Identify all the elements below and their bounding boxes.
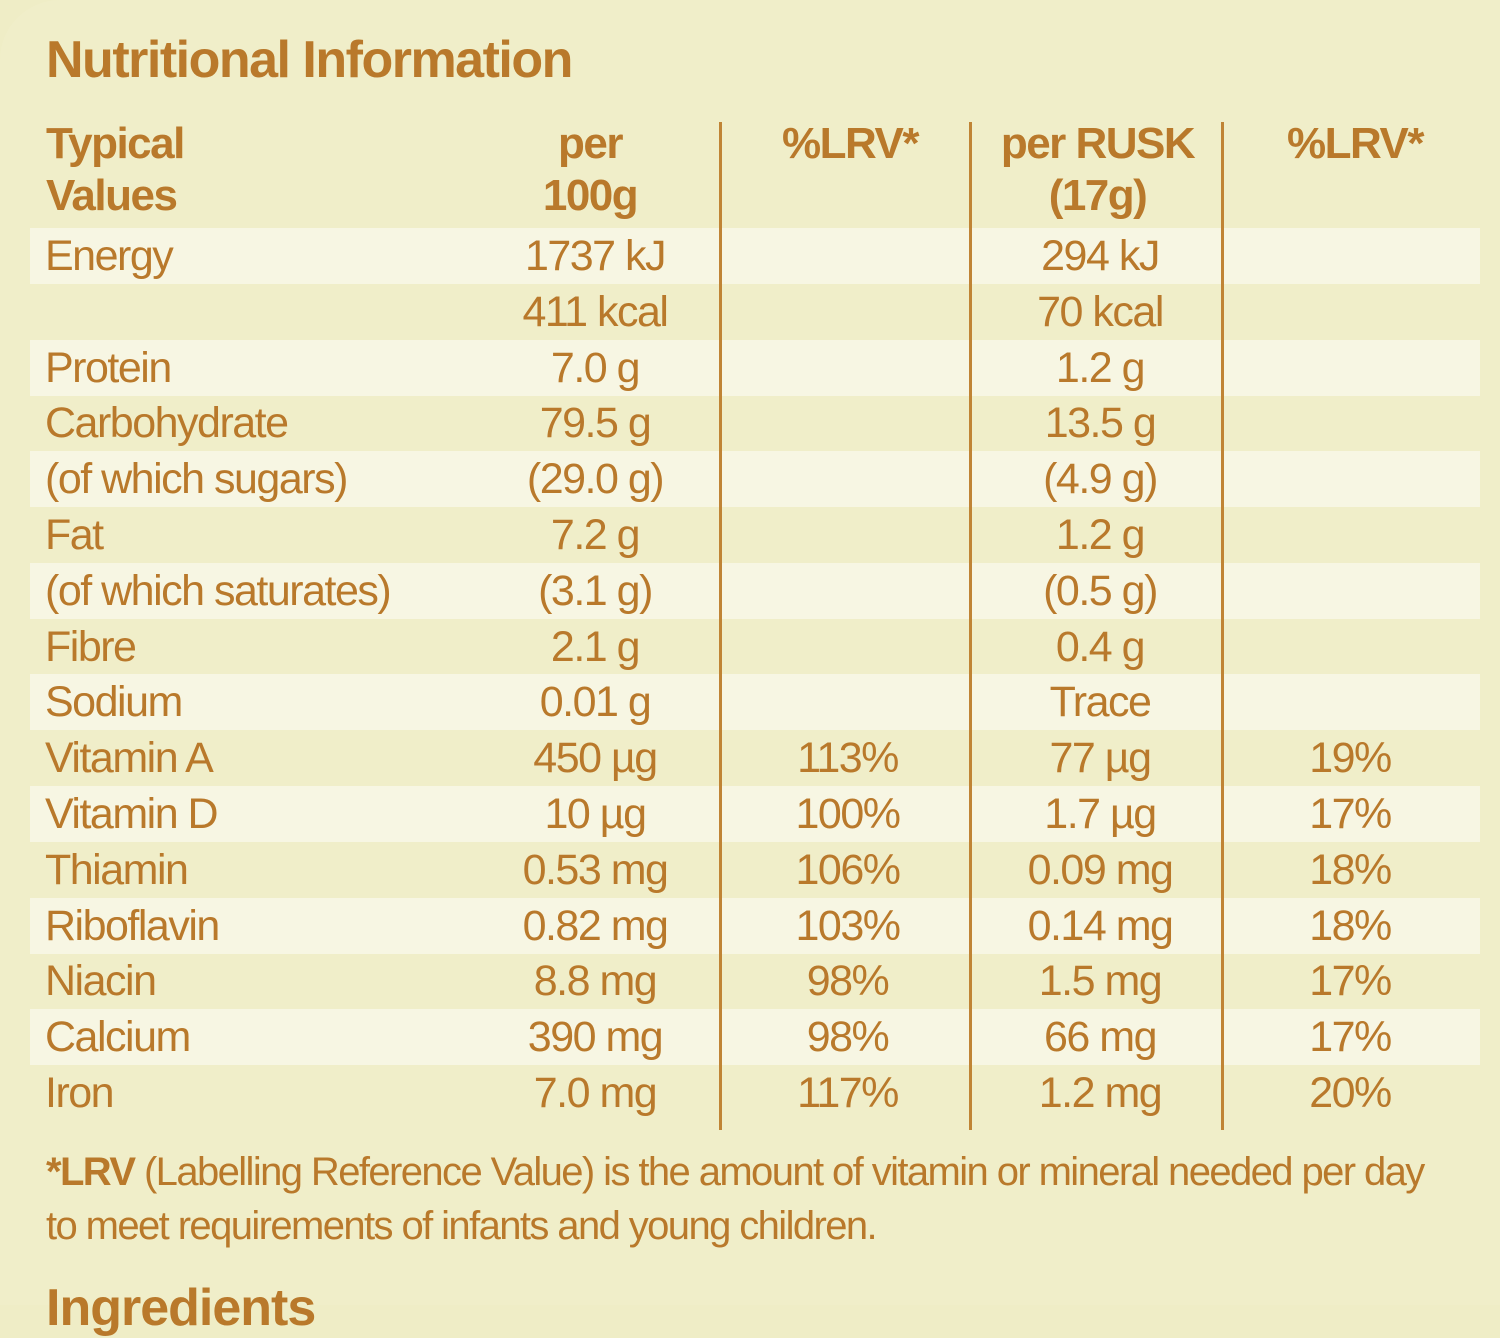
table-row: Energy 1737 kJ 294 kJ — [30, 228, 1480, 284]
table-row: Niacin 8.8 mg 98% 1.5 mg 17% — [30, 953, 1480, 1009]
nutrient-name: Calcium — [45, 1013, 191, 1062]
header-line: %LRV* — [1287, 119, 1424, 168]
table-row: (of which saturates) (3.1 g) (0.5 g) — [30, 562, 1480, 619]
lrv-rusk-value: 20% — [1309, 1069, 1392, 1117]
nutrient-name: Fibre — [45, 622, 137, 671]
nutrient-name: Riboflavin — [45, 901, 220, 950]
ingredients-heading: Ingredients — [46, 1279, 316, 1337]
lrv-100g-value: 98% — [806, 957, 890, 1006]
nutrient-name: Energy — [45, 232, 174, 280]
per-100g-value: 7.0 g — [550, 343, 641, 392]
label-title: Nutritional Information — [46, 31, 573, 89]
table-row: Riboflavin 0.82 mg 103% 0.14 mg 18% — [30, 897, 1480, 954]
nutrient-name: Niacin — [45, 957, 157, 1006]
per-rusk-value: 0.09 mg — [1027, 845, 1174, 894]
per-rusk-value: 13.5 g — [1044, 399, 1157, 448]
header-typical-values: Typical Values — [46, 118, 185, 222]
per-rusk-value: Trace — [1049, 678, 1152, 727]
per-100g-value: 450 µg — [533, 734, 658, 783]
per-rusk-value: 1.5 mg — [1038, 957, 1163, 1006]
per-rusk-value: 294 kJ — [1041, 232, 1160, 280]
per-rusk-value: 1.2 mg — [1038, 1069, 1163, 1117]
header-line: Values — [46, 171, 178, 220]
lrv-100g-value: 100% — [795, 790, 901, 838]
per-100g-value: 0.01 g — [539, 678, 652, 727]
column-divider — [1221, 122, 1224, 1130]
table-row: Thiamin 0.53 mg 106% 0.09 mg 18% — [30, 842, 1480, 898]
header-lrv-rusk: %LRV* — [1240, 118, 1470, 170]
per-100g-value: 390 mg — [527, 1013, 664, 1062]
lrv-100g-value: 103% — [795, 901, 901, 950]
per-100g-value: 0.82 mg — [522, 901, 669, 950]
table-row: Protein 7.0 g 1.2 g — [30, 339, 1480, 396]
nutrient-name: (of which saturates) — [45, 566, 392, 615]
footnote: *LRV (Labelling Reference Value) is the … — [46, 1145, 1426, 1253]
per-100g-value: 7.2 g — [550, 511, 641, 559]
lrv-rusk-value: 19% — [1309, 734, 1392, 783]
footnote-text: (Labelling Reference Value) is the amoun… — [46, 1150, 1425, 1248]
per-100g-value: 2.1 g — [550, 622, 641, 671]
per-rusk-value: 1.7 µg — [1044, 790, 1157, 838]
nutrient-name: Vitamin D — [45, 790, 219, 838]
header-line: %LRV* — [782, 119, 919, 168]
per-100g-value: 10 µg — [544, 790, 647, 838]
per-100g-value: 8.8 mg — [533, 957, 658, 1006]
lrv-rusk-value: 17% — [1309, 1013, 1392, 1062]
lrv-rusk-value: 18% — [1309, 901, 1392, 950]
table-row: Vitamin A 450 µg 113% 77 µg 19% — [30, 730, 1480, 786]
lrv-100g-value: 113% — [797, 734, 899, 783]
table-row: Fat 7.2 g 1.2 g — [30, 507, 1480, 563]
column-divider — [719, 122, 722, 1130]
header-per-rusk: per RUSK (17g) — [980, 118, 1215, 222]
per-100g-value: (3.1 g) — [538, 566, 653, 615]
table-row: Sodium 0.01 g Trace — [30, 674, 1480, 731]
column-divider — [969, 122, 972, 1130]
header-line: per — [558, 119, 623, 168]
table-row: Iron 7.0 mg 117% 1.2 mg 20% — [30, 1065, 1480, 1121]
per-100g-value: 1737 kJ — [524, 232, 667, 280]
lrv-100g-value: 117% — [797, 1069, 899, 1117]
table-row: Fibre 2.1 g 0.4 g — [30, 619, 1480, 675]
table-row: Carbohydrate 79.5 g 13.5 g — [30, 395, 1480, 451]
header-line: 100g — [542, 171, 639, 220]
per-rusk-value: 70 kcal — [1037, 287, 1164, 336]
lrv-100g-value: 106% — [795, 845, 901, 894]
nutrient-name: Carbohydrate — [45, 399, 289, 448]
lrv-rusk-value: 18% — [1309, 845, 1392, 894]
per-rusk-value: 0.14 mg — [1027, 901, 1174, 950]
lrv-rusk-value: 17% — [1309, 790, 1392, 838]
lrv-rusk-value: 17% — [1309, 957, 1392, 1006]
lrv-100g-value: 98% — [806, 1013, 890, 1062]
per-rusk-value: 77 µg — [1049, 734, 1152, 783]
per-rusk-value: (0.5 g) — [1043, 566, 1158, 615]
per-100g-value: 0.53 mg — [522, 845, 669, 894]
per-rusk-value: (4.9 g) — [1043, 455, 1158, 504]
per-100g-value: 7.0 mg — [533, 1069, 658, 1117]
nutrient-name: Iron — [45, 1069, 115, 1117]
per-rusk-value: 0.4 g — [1055, 622, 1146, 671]
per-rusk-value: 1.2 g — [1055, 511, 1146, 559]
table-row: 411 kcal 70 kcal — [30, 284, 1480, 340]
nutrient-name: Sodium — [45, 678, 183, 727]
per-rusk-value: 1.2 g — [1055, 343, 1146, 392]
per-rusk-value: 66 mg — [1043, 1013, 1158, 1062]
table-row: Vitamin D 10 µg 100% 1.7 µg 17% — [30, 786, 1480, 842]
per-100g-value: 411 kcal — [522, 287, 669, 336]
nutrient-name: Fat — [45, 511, 104, 559]
nutrient-name: Vitamin A — [45, 734, 214, 783]
table-row: (of which sugars) (29.0 g) (4.9 g) — [30, 451, 1480, 508]
nutrient-name: (of which sugars) — [45, 455, 348, 504]
header-line: (17g) — [1048, 171, 1148, 220]
nutrient-name: Thiamin — [45, 845, 189, 894]
table-row: Calcium 390 mg 98% 66 mg 17% — [30, 1009, 1480, 1066]
nutrient-name: Protein — [45, 343, 172, 392]
per-100g-value: 79.5 g — [539, 399, 652, 448]
per-100g-value: (29.0 g) — [526, 455, 665, 504]
header-lrv-100g: %LRV* — [735, 118, 965, 170]
header-line: Typical — [46, 119, 185, 168]
footnote-bold: *LRV — [46, 1150, 136, 1194]
header-per-100g: per 100g — [490, 118, 690, 222]
header-line: per RUSK — [1000, 119, 1196, 168]
nutrition-label: Nutritional Information Typical Values p… — [30, 31, 1480, 1337]
